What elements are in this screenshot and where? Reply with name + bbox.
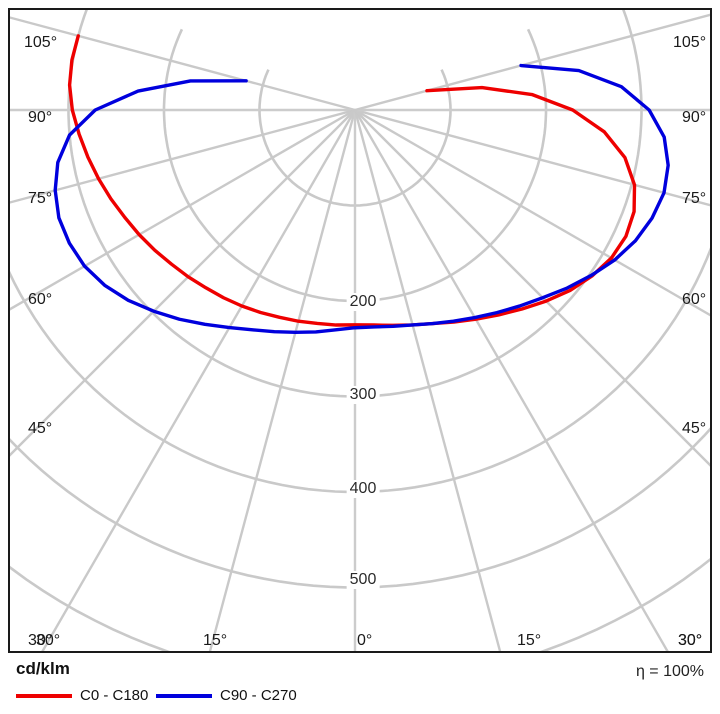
angle-label-bottom-1: 15° bbox=[203, 632, 228, 649]
angle-label-right-0: 105° bbox=[673, 34, 707, 51]
angle-label-left-5: 30° bbox=[28, 632, 53, 649]
angle-label-left-4: 45° bbox=[28, 420, 53, 437]
polar-grid bbox=[10, 10, 710, 651]
legend-label-c0-c180: C0 - C180 bbox=[80, 687, 149, 704]
angle-label-left-0: 105° bbox=[24, 34, 58, 51]
angle-label-right-5: 30° bbox=[678, 632, 703, 649]
radial-label-0: 200 bbox=[346, 293, 380, 311]
angle-label-left-3: 60° bbox=[28, 291, 53, 308]
unit-label: cd/klm bbox=[16, 659, 70, 678]
angle-label-bottom-0: 30° bbox=[36, 632, 61, 649]
curve-c90-c270 bbox=[53, 63, 670, 335]
radial-label-1: 300 bbox=[346, 386, 380, 404]
angle-label-right-1: 90° bbox=[682, 109, 707, 126]
angle-label-bottom-4: 30° bbox=[678, 632, 703, 649]
polar-plot-svg bbox=[10, 10, 710, 651]
efficiency-label: η = 100% bbox=[635, 663, 704, 680]
angle-label-right-2: 75° bbox=[682, 190, 707, 207]
plot-area: 105° 90° 75° 60° 45° 30° 105° 90° 75° 60° 45° 30° … bbox=[8, 8, 712, 653]
distribution-curves bbox=[53, 34, 670, 335]
angle-label-bottom-2: 0° bbox=[357, 632, 373, 649]
angle-label-bottom-3: 15° bbox=[517, 632, 542, 649]
radial-label-2: 400 bbox=[346, 480, 380, 498]
legend-item-c0-c180: C0 - C180 bbox=[16, 687, 148, 704]
angle-label-right-3: 60° bbox=[682, 291, 707, 308]
legend-item-c90-c270: C90 - C270 bbox=[156, 687, 297, 704]
radial-label-3: 500 bbox=[346, 571, 380, 589]
chart-legend: cd/klm η = 100% C0 - C180 C90 - C270 bbox=[8, 659, 712, 709]
legend-label-c90-c270: C90 - C270 bbox=[220, 687, 297, 704]
legend-swatch-blue bbox=[156, 693, 212, 698]
angle-label-right-4: 45° bbox=[682, 420, 707, 437]
angle-label-left-2: 75° bbox=[28, 190, 53, 207]
curve-c0-c180 bbox=[67, 34, 637, 328]
angle-label-left-1: 90° bbox=[28, 109, 53, 126]
legend-swatch-red bbox=[16, 693, 72, 698]
